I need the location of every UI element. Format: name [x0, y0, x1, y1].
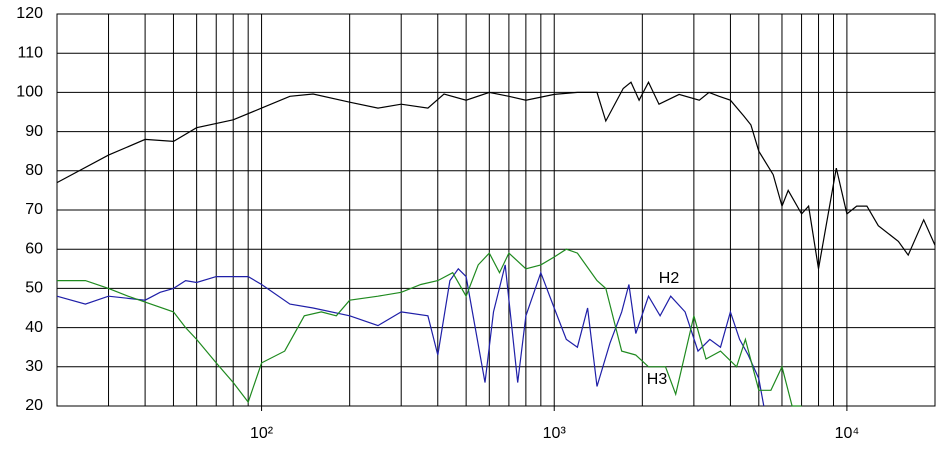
y-tick-label: 100 [16, 84, 43, 101]
y-tick-label: 50 [25, 280, 43, 297]
annotation: H2 [659, 270, 680, 287]
y-tick-label: 80 [25, 162, 43, 179]
y-tick-label: 70 [25, 201, 43, 218]
annotation: H3 [647, 371, 668, 388]
series-line [56, 264, 765, 407]
y-tick-label: 40 [25, 319, 43, 336]
x-tick-label: 10² [250, 425, 274, 442]
y-tick-label: 20 [25, 397, 43, 414]
y-tick-label: 30 [25, 358, 43, 375]
y-tick-label: 120 [16, 5, 43, 22]
x-tick-label: 10³ [543, 425, 567, 442]
x-tick-label: 10⁴ [835, 425, 860, 442]
series-line [56, 80, 936, 269]
y-tick-label: 90 [25, 123, 43, 140]
y-tick-label: 110 [17, 44, 43, 61]
series-line [57, 248, 802, 407]
y-tick-label: 60 [25, 240, 43, 257]
